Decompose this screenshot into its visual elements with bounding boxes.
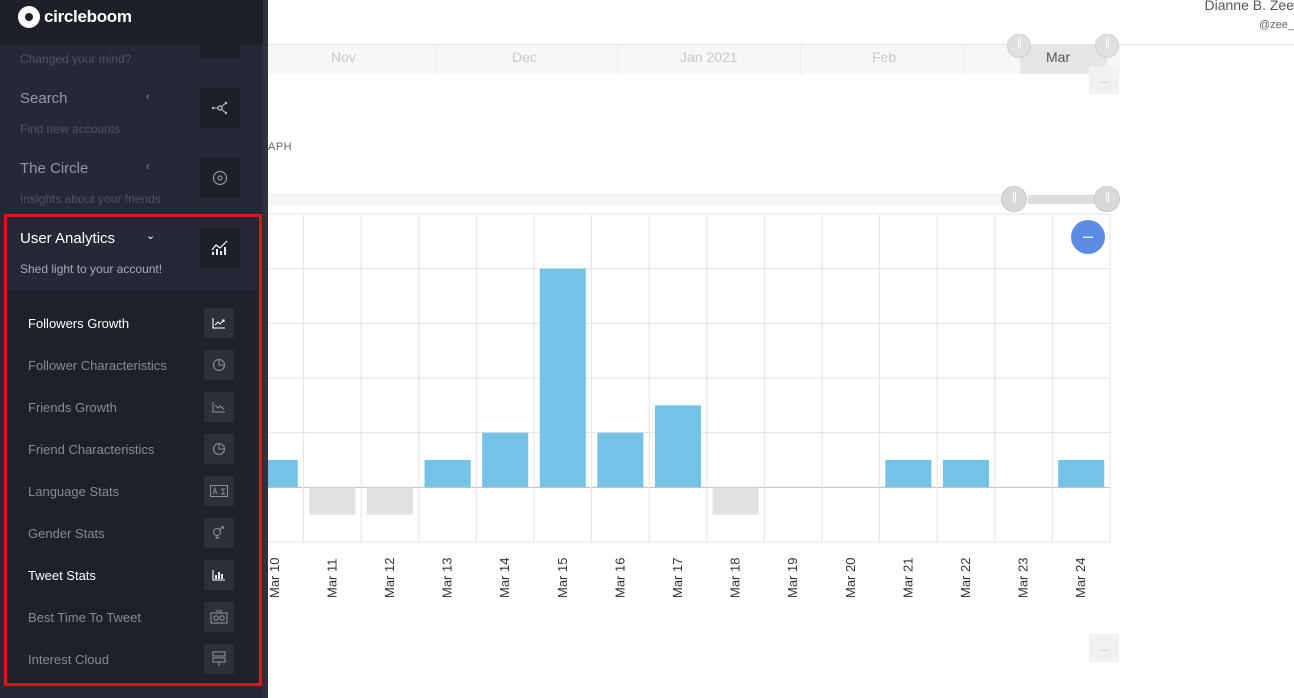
chart-bar: [424, 460, 471, 488]
zoom-out-button[interactable]: –: [1071, 220, 1105, 254]
header-divider: [268, 44, 1294, 45]
date-navigator[interactable]: [268, 45, 1120, 74]
x-tick-label: Mar 24: [1073, 558, 1088, 598]
section-subtitle: Find new accounts: [20, 122, 121, 136]
chart-bar: [539, 268, 586, 488]
bar-chart-icon[interactable]: [204, 560, 234, 590]
range-left-handle[interactable]: [1001, 186, 1027, 212]
navigator-label: Feb: [872, 49, 897, 65]
sidebar-item-the-circle[interactable]: The Circle: [20, 160, 89, 177]
chevron-left-icon[interactable]: ‹: [146, 91, 150, 103]
circle-icon[interactable]: [200, 158, 240, 198]
chart-bar: [885, 460, 932, 488]
x-tick-label: Mar 14: [497, 558, 512, 598]
range-right-handle[interactable]: [1094, 186, 1120, 212]
circleboom-logo[interactable]: circleboom: [18, 5, 132, 29]
network-icon[interactable]: [200, 88, 240, 128]
pie-chart-icon[interactable]: [204, 350, 234, 380]
analytics-chart-icon[interactable]: [200, 228, 240, 268]
section-subtitle: Changed your mind?: [20, 52, 132, 66]
translate-icon[interactable]: [204, 476, 234, 506]
menu-item-tweet-stats[interactable]: Tweet Stats: [28, 568, 96, 583]
x-tick-label: Mar 16: [612, 558, 627, 598]
logo-text: circleboom: [44, 7, 132, 26]
chart-bar: [1058, 460, 1105, 488]
unfollow-icon[interactable]: [200, 30, 240, 58]
menu-item-best-time-to-tweet[interactable]: Best Time To Tweet: [28, 610, 141, 625]
camera-icon[interactable]: [204, 602, 234, 632]
menu-item-gender-stats[interactable]: Gender Stats: [28, 526, 105, 541]
x-tick-label: Mar 23: [1016, 558, 1031, 598]
menu-item-language-stats[interactable]: Language Stats: [28, 484, 120, 499]
pie-chart-icon[interactable]: [204, 434, 234, 464]
x-tick-label: Mar 12: [382, 558, 397, 598]
chevron-down-icon[interactable]: ⌄: [146, 230, 156, 242]
signpost-icon[interactable]: [204, 644, 234, 674]
chart-bar: [942, 460, 990, 488]
x-tick-label: Mar 17: [670, 558, 685, 598]
navigator-label: Nov: [331, 49, 356, 65]
x-tick-label: Mar 22: [958, 558, 973, 598]
gender-icon[interactable]: [204, 518, 234, 548]
sidebar-item-user-analytics[interactable]: User Analytics: [20, 230, 116, 247]
trend-down-icon[interactable]: [204, 392, 234, 422]
x-tick-label: Mar 15: [555, 558, 570, 598]
menu-item-friends-growth[interactable]: Friends Growth: [28, 400, 117, 415]
graph-caption: APH: [268, 141, 293, 153]
chart-bar: [654, 405, 702, 488]
navigator-label: Dec: [512, 49, 537, 65]
navigator-tick: [436, 45, 437, 74]
navigator-right-handle[interactable]: [1095, 34, 1119, 58]
range-slider-selection[interactable]: [1028, 195, 1098, 204]
user-handle: @zee_: [1258, 19, 1294, 31]
x-tick-label: Mar 10: [267, 558, 282, 598]
x-tick-label: Mar 19: [785, 558, 800, 598]
range-slider-track[interactable]: [268, 193, 1006, 205]
menu-item-friend-characteristics[interactable]: Friend Characteristics: [28, 442, 155, 457]
section-subtitle: Shed light to your account!: [20, 262, 163, 276]
chart-bar: [597, 432, 644, 488]
chart-menu-button[interactable]: ...: [1089, 634, 1119, 662]
menu-item-followers-growth[interactable]: Followers Growth: [28, 316, 130, 331]
navigator-left-handle[interactable]: [1007, 34, 1031, 58]
section-subtitle: Insights about your friends: [20, 192, 161, 206]
x-tick-label: Mar 18: [728, 558, 743, 598]
x-tick-label: Mar 20: [843, 558, 858, 598]
trend-up-icon[interactable]: [204, 308, 234, 338]
highlight-frame: [4, 214, 262, 686]
x-tick-label: Mar 21: [900, 558, 915, 598]
navigator-tick: [963, 45, 964, 74]
navigator-label: Mar: [1046, 49, 1071, 65]
chart-bar: [366, 487, 414, 515]
logo-icon: [18, 6, 40, 28]
menu-item-follower-characteristics[interactable]: Follower Characteristics: [28, 358, 167, 373]
navigator-label: Jan 2021: [680, 49, 738, 65]
sidebar: circleboom Changed your mind? Search ‹ F…: [0, 0, 268, 698]
sidebar-scrollbar[interactable]: [263, 0, 268, 698]
x-tick-label: Mar 13: [440, 558, 455, 598]
more-options-button[interactable]: ...: [1089, 66, 1119, 94]
sidebar-item-search[interactable]: Search: [20, 90, 68, 107]
navigator-tick: [800, 45, 801, 74]
menu-item-interest-cloud[interactable]: Interest Cloud: [28, 652, 109, 667]
chart-bar: [712, 487, 759, 515]
chart-bar: [309, 487, 356, 515]
navigator-tick: [617, 45, 618, 74]
chart-bar: [482, 432, 529, 488]
x-tick-label: Mar 11: [324, 559, 339, 599]
chevron-left-icon[interactable]: ‹: [146, 161, 150, 173]
user-name[interactable]: Dianne B. Zee: [1204, 0, 1294, 13]
